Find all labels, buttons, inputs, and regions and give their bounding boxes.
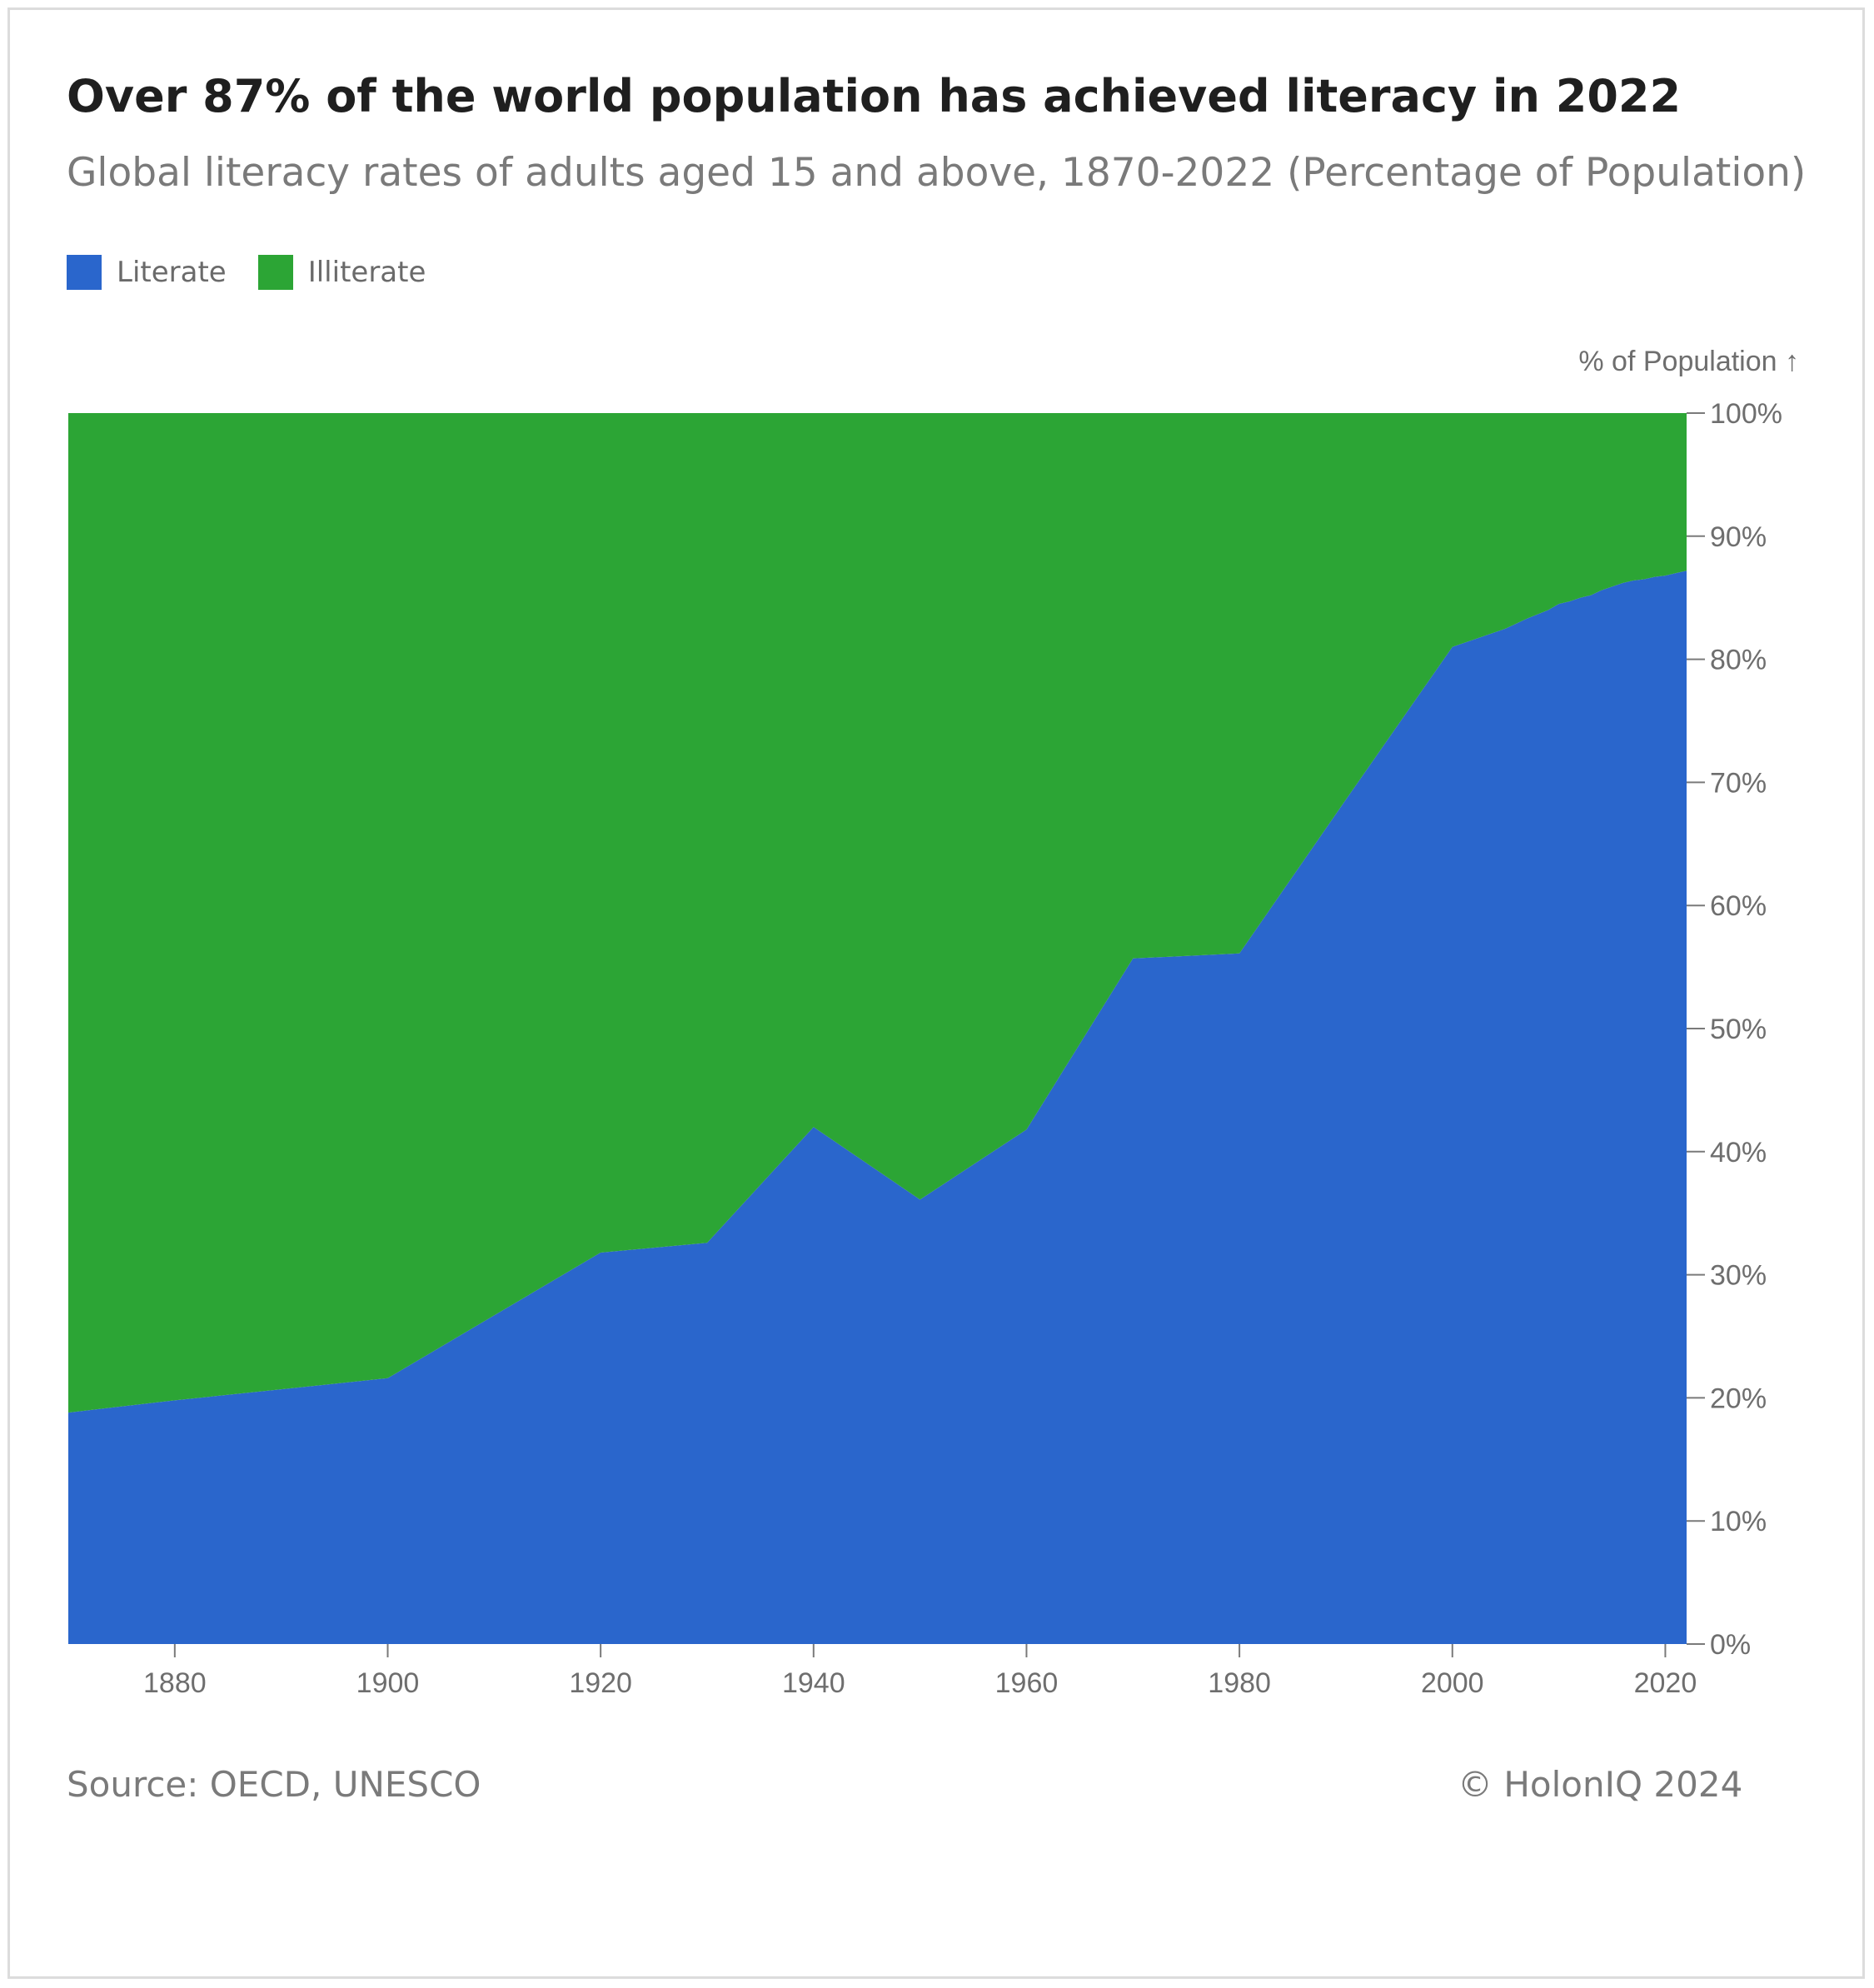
y-axis-title: % of Population ↑ bbox=[1578, 346, 1799, 377]
y-tick-label: 100% bbox=[1710, 398, 1782, 430]
x-tick-label: 2020 bbox=[1634, 1667, 1697, 1699]
y-axis: 0% 10% 20% 30% 40% 50% 60% 70% 80% 90% 100% bbox=[1687, 398, 1782, 1661]
legend-item-illiterate[interactable]: Illiterate bbox=[257, 255, 426, 290]
area-literate bbox=[68, 570, 1687, 1645]
chart-title: Over 87% of the world population has ach… bbox=[67, 70, 1682, 122]
legend-label-illiterate: Illiterate bbox=[307, 256, 426, 289]
y-tick-label: 50% bbox=[1710, 1014, 1767, 1045]
credit-note: © HolonIQ 2024 bbox=[1458, 1764, 1743, 1805]
y-tick-label: 80% bbox=[1710, 645, 1767, 676]
source-note: Source: OECD, UNESCO bbox=[67, 1764, 481, 1805]
area-illiterate bbox=[68, 413, 1687, 1413]
y-tick-label: 30% bbox=[1710, 1260, 1767, 1292]
x-axis: 1880 1900 1920 1940 1960 1980 2000 2020 bbox=[143, 1644, 1697, 1699]
legend-swatch-literate bbox=[67, 255, 102, 290]
x-tick-label: 1940 bbox=[782, 1667, 845, 1699]
y-tick-label: 20% bbox=[1710, 1383, 1767, 1414]
legend-label-literate: Literate bbox=[117, 256, 227, 289]
x-tick-label: 1920 bbox=[569, 1667, 632, 1699]
y-tick-label: 0% bbox=[1710, 1629, 1751, 1661]
legend: Literate Illiterate bbox=[67, 255, 457, 290]
legend-swatch-illiterate bbox=[257, 255, 293, 290]
y-tick-label: 70% bbox=[1710, 767, 1767, 799]
y-tick-label: 40% bbox=[1710, 1137, 1767, 1168]
chart-subtitle: Global literacy rates of adults aged 15 … bbox=[67, 150, 1807, 196]
y-tick-label: 60% bbox=[1710, 890, 1767, 922]
x-tick-label: 1880 bbox=[143, 1667, 207, 1699]
y-tick-label: 10% bbox=[1710, 1506, 1767, 1537]
x-tick-label: 1900 bbox=[356, 1667, 420, 1699]
legend-item-literate[interactable]: Literate bbox=[67, 255, 227, 290]
x-tick-label: 2000 bbox=[1421, 1667, 1484, 1699]
x-tick-label: 1960 bbox=[995, 1667, 1059, 1699]
y-tick-label: 90% bbox=[1710, 521, 1767, 553]
chart-areas bbox=[68, 413, 1687, 1645]
x-tick-label: 1980 bbox=[1208, 1667, 1271, 1699]
